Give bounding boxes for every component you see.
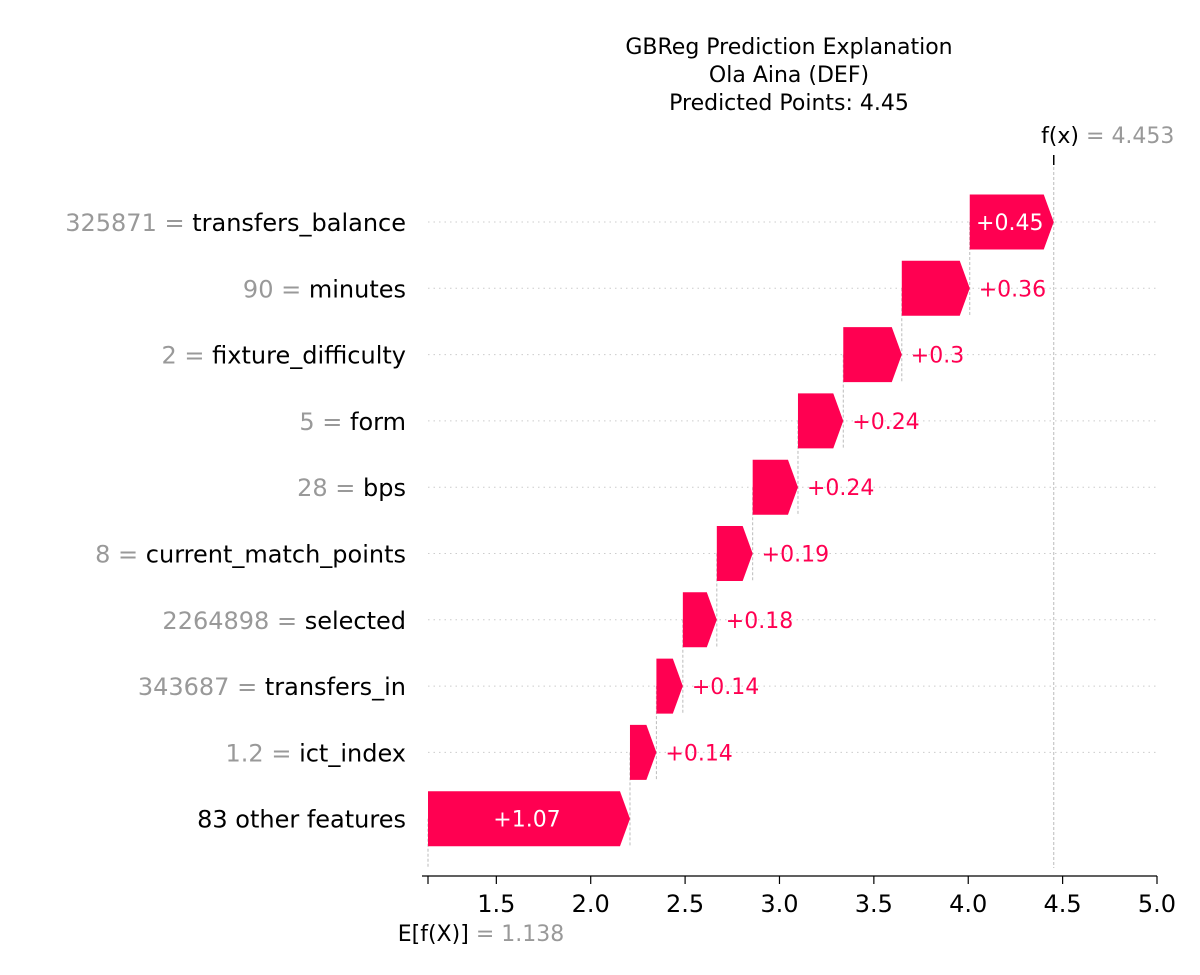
x-tick-label: 2.5: [666, 890, 704, 918]
waterfall-bar: [682, 592, 717, 648]
feature-label: 1.2 = ict_index: [226, 739, 406, 767]
bar-value-label: +0.14: [692, 675, 759, 700]
feature-label: 83 other features: [197, 806, 406, 834]
bar-value-label: +0.14: [665, 741, 732, 766]
waterfall-bar: [629, 724, 657, 780]
feature-value: 325871: [65, 209, 157, 237]
fx-equals: =: [1086, 124, 1111, 149]
x-tick-label: 2.0: [572, 890, 610, 918]
bars-layer: +0.45 +0.36 +0.3 +0.24 +0.24 +0.19 +0.18 +0.14 +…: [428, 194, 1054, 847]
feature-label: 325871 = transfers_balance: [65, 209, 406, 237]
feature-name: selected: [305, 607, 406, 635]
x-tick-label: 4.0: [949, 890, 987, 918]
feature-label: 5 = form: [299, 408, 406, 436]
bar-value-label: +0.19: [762, 543, 829, 568]
x-tick-label: 3.0: [760, 890, 798, 918]
feature-name: transfers_in: [265, 673, 406, 701]
waterfall-bar: [656, 658, 683, 714]
waterfall-bar: [843, 327, 902, 383]
feature-name: current_match_points: [146, 541, 406, 569]
feature-label: 8 = current_match_points: [95, 541, 406, 569]
x-tick-label: 3.5: [855, 890, 893, 918]
waterfall-bar: [797, 393, 844, 449]
feature-equals: =: [315, 408, 350, 436]
feature-labels: 325871 = transfers_balance 90 = minutes 2 …: [65, 209, 406, 834]
efx-equals: =: [476, 922, 501, 947]
feature-label: 343687 = transfers_in: [138, 673, 406, 701]
feature-name: fixture_difficulty: [212, 342, 406, 370]
fx-value: 4.453: [1111, 124, 1174, 149]
feature-value: 8: [95, 541, 110, 569]
feature-equals: =: [264, 739, 299, 767]
feature-name: transfers_balance: [192, 209, 406, 237]
bar-value-label: +0.3: [911, 344, 964, 369]
x-tick-label: 1.5: [477, 890, 515, 918]
bar-value-label: +1.07: [493, 808, 560, 833]
feature-value: 2264898: [162, 607, 269, 635]
waterfall-bar: [901, 260, 970, 316]
x-axis: 1.5 2.0 2.5 3.0 3.5 4.0 4.5 5.0: [422, 875, 1176, 918]
x-tick-label: 4.5: [1044, 890, 1082, 918]
bar-value-label: +0.24: [807, 476, 874, 501]
feature-label: 28 = bps: [297, 474, 406, 502]
feature-name: form: [350, 408, 406, 436]
bar-value-label: +0.45: [976, 211, 1043, 236]
feature-equals: =: [269, 607, 304, 635]
feature-value: 28: [297, 474, 328, 502]
feature-value: 2: [162, 342, 177, 370]
feature-equals: =: [110, 541, 145, 569]
chart-title-line1: GBReg Prediction Explanation: [625, 35, 952, 60]
feature-value: 1.2: [226, 739, 264, 767]
feature-equals: =: [229, 673, 264, 701]
feature-name: 83 other features: [197, 806, 406, 834]
waterfall-bar: [716, 526, 753, 581]
waterfall-bar: [428, 791, 630, 847]
chart-title-line3: Predicted Points: 4.45: [669, 91, 909, 116]
waterfall-bar: [969, 194, 1054, 250]
waterfall-bar: [752, 459, 798, 515]
feature-name: ict_index: [299, 739, 406, 767]
bar-value-label: +0.18: [726, 609, 793, 634]
feature-label: 90 = minutes: [243, 275, 406, 303]
feature-equals: =: [177, 342, 212, 370]
fx-annotation: f(x) = 4.453: [1041, 124, 1174, 149]
efx-value: 1.138: [501, 922, 564, 947]
feature-value: 5: [299, 408, 314, 436]
feature-name: minutes: [309, 275, 406, 303]
feature-equals: =: [273, 275, 308, 303]
feature-equals: =: [157, 209, 192, 237]
efx-annotation: E[f(X)] = 1.138: [398, 922, 564, 947]
efx-label: E[f(X)]: [398, 922, 469, 947]
fx-label: f(x): [1041, 124, 1079, 149]
bar-value-label: +0.24: [852, 410, 919, 435]
feature-equals: =: [328, 474, 363, 502]
feature-value: 343687: [138, 673, 230, 701]
feature-label: 2 = fixture_difficulty: [162, 342, 407, 370]
feature-value: 90: [243, 275, 274, 303]
grid-layer: [427, 155, 1157, 868]
x-tick-label: 5.0: [1138, 890, 1176, 918]
feature-name: bps: [363, 474, 406, 502]
feature-label: 2264898 = selected: [162, 607, 406, 635]
bar-value-label: +0.36: [979, 277, 1046, 302]
chart-title-line2: Ola Aina (DEF): [709, 63, 869, 88]
